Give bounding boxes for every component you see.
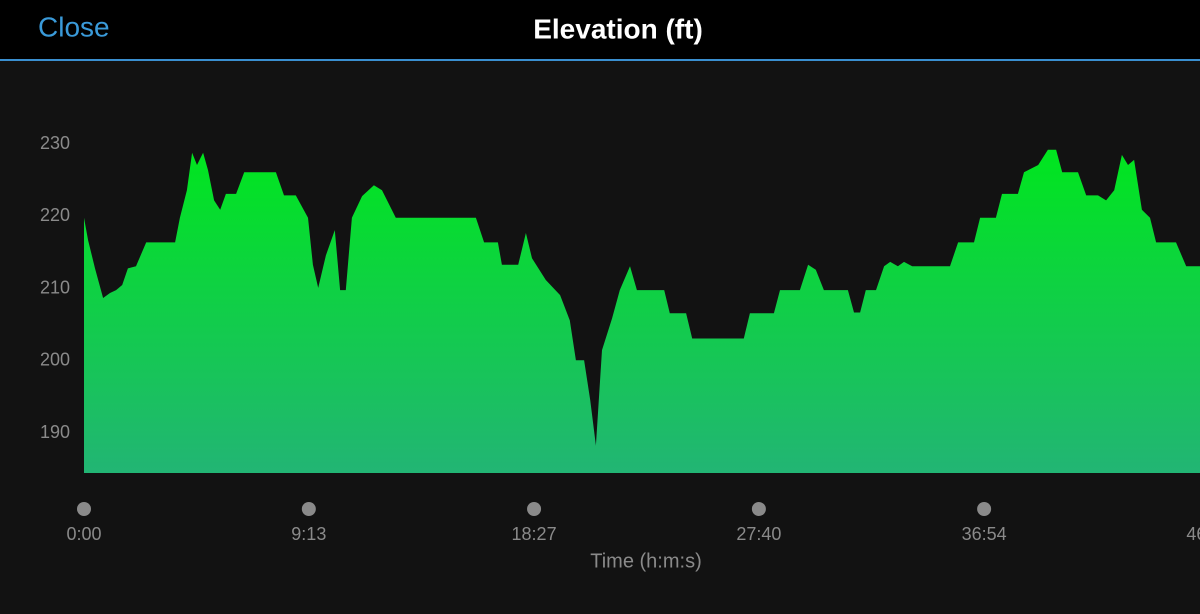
y-tick-label: 230 bbox=[40, 133, 70, 153]
header-bar bbox=[0, 0, 1200, 60]
y-tick-label: 200 bbox=[40, 350, 70, 370]
x-tick-label: 27:40 bbox=[736, 524, 781, 544]
x-tick-dot bbox=[977, 502, 992, 516]
x-tick-dot bbox=[301, 502, 316, 516]
elevation-area bbox=[84, 149, 1200, 474]
screen-title: Elevation (ft) bbox=[533, 13, 703, 44]
x-axis-title: Time (h:m:s) bbox=[590, 550, 701, 572]
y-tick-label: 210 bbox=[40, 277, 70, 297]
x-tick-label: 0:00 bbox=[66, 524, 101, 544]
y-tick-label: 190 bbox=[40, 422, 70, 442]
y-tick-label: 220 bbox=[40, 205, 70, 225]
x-tick-dot bbox=[527, 502, 542, 516]
x-tick-label: 36:54 bbox=[962, 524, 1007, 544]
x-tick-dot bbox=[751, 502, 766, 516]
x-tick-dot bbox=[77, 502, 91, 516]
x-tick-label: 9:13 bbox=[291, 524, 326, 544]
x-tick-label: 46:07 bbox=[1186, 524, 1200, 544]
x-tick-label: 18:27 bbox=[512, 524, 557, 544]
close-button[interactable]: Close bbox=[38, 11, 110, 42]
